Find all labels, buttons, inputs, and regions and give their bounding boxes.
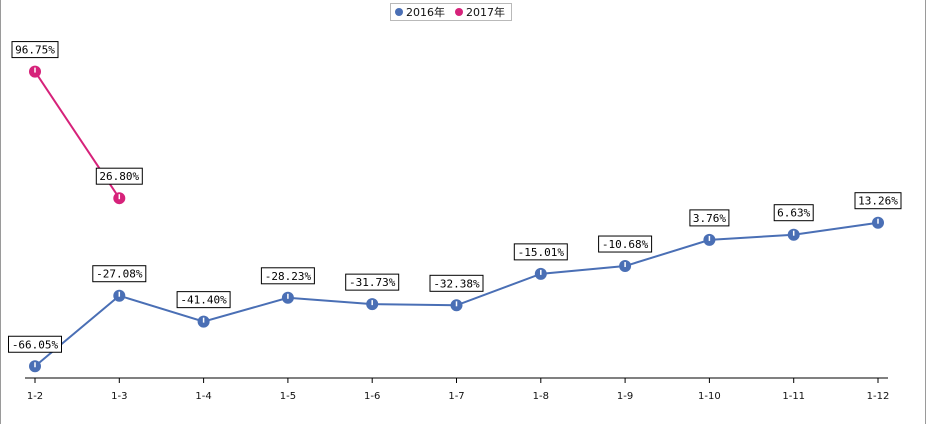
x-tick-label: 1-9	[617, 391, 633, 402]
series-lines	[34, 71, 879, 368]
series-2-data-label: 26.80%	[95, 167, 143, 185]
series-1-data-label: -41.40%	[176, 291, 231, 309]
data-labels: -66.05% -27.08% -41.40% -28.23% -31.73% -32.3…	[8, 41, 902, 353]
series-1-data-label: 3.76%	[689, 209, 730, 227]
x-tick-label: 1-5	[280, 391, 296, 402]
svg-text:96.75%: 96.75%	[15, 44, 55, 57]
x-tick-label: 1-10	[698, 391, 721, 402]
series-1-data-label: 13.26%	[854, 192, 902, 210]
series-points	[29, 65, 884, 373]
series-1-point[interactable]	[450, 299, 463, 312]
svg-text:-10.68%: -10.68%	[602, 238, 649, 251]
svg-text:-66.05%: -66.05%	[12, 338, 59, 351]
series-1-data-label: -66.05%	[8, 335, 62, 353]
svg-text:-28.23%: -28.23%	[265, 270, 312, 283]
x-tick-label: 1-8	[533, 391, 549, 402]
svg-text:-32.38%: -32.38%	[433, 277, 480, 290]
svg-text:6.63%: 6.63%	[777, 207, 810, 220]
x-axis-ticks: 1-2 1-3 1-4 1-5 1-6 1-7 1-8 1-9 1-10 1-11 1-12	[27, 378, 890, 402]
series-1-data-label: -27.08%	[92, 265, 147, 283]
series-1-point[interactable]	[872, 216, 884, 229]
svg-text:-41.40%: -41.40%	[180, 294, 227, 307]
series-2-point[interactable]	[113, 192, 126, 205]
legend-label-series-2: 2017年	[466, 6, 505, 19]
series-1-point[interactable]	[366, 298, 379, 311]
chart-right-border	[925, 0, 926, 424]
legend-marker-series-2	[455, 8, 463, 16]
x-tick-label: 1-6	[364, 391, 380, 402]
svg-text:3.76%: 3.76%	[693, 212, 726, 225]
legend-label-series-1: 2016年	[406, 6, 445, 19]
series-1-point[interactable]	[113, 289, 126, 302]
series-1-line	[34, 221, 879, 368]
legend-item-series-1: 2016年	[395, 4, 445, 20]
series-1-point[interactable]	[619, 260, 632, 273]
series-1-point[interactable]	[703, 233, 716, 246]
legend-marker-series-1	[395, 8, 403, 16]
series-1-point[interactable]	[29, 360, 41, 373]
series-1-point[interactable]	[281, 291, 294, 304]
chart-left-border	[0, 0, 1, 424]
series-1-data-label: -28.23%	[260, 267, 315, 285]
series-1-data-label: -10.68%	[598, 235, 653, 253]
x-tick-label: 1-3	[111, 391, 127, 402]
x-tick-label: 1-4	[195, 391, 211, 402]
x-tick-label: 1-2	[27, 391, 43, 402]
legend-item-series-2: 2017年	[455, 4, 505, 20]
series-2-point[interactable]	[29, 65, 41, 78]
series-1-data-label: -15.01%	[513, 243, 568, 261]
series-2-data-label: 96.75%	[11, 41, 59, 59]
svg-text:-27.08%: -27.08%	[96, 268, 143, 281]
series-1-data-label: 6.63%	[773, 204, 814, 222]
series-1-point[interactable]	[787, 228, 800, 241]
x-tick-label: 1-7	[448, 391, 464, 402]
series-1-point[interactable]	[534, 267, 547, 280]
svg-text:-31.73%: -31.73%	[349, 276, 396, 289]
svg-text:-15.01%: -15.01%	[518, 246, 565, 259]
series-1-point[interactable]	[197, 315, 210, 328]
series-1-data-label: -32.38%	[429, 274, 484, 292]
legend: 2016年 2017年	[390, 3, 512, 21]
x-tick-label: 1-12	[867, 391, 890, 402]
svg-text:26.80%: 26.80%	[99, 170, 139, 183]
svg-text:13.26%: 13.26%	[858, 195, 898, 208]
x-tick-label: 1-11	[782, 391, 805, 402]
series-1-data-label: -31.73%	[345, 273, 400, 291]
